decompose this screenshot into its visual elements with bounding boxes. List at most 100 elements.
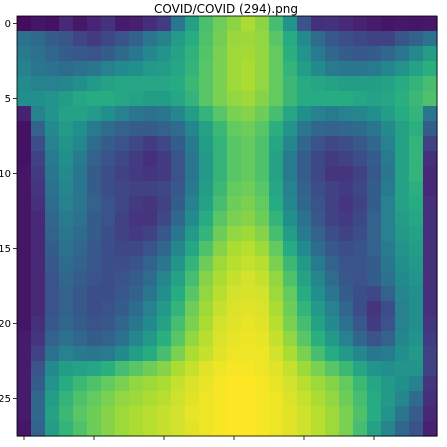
heatmap-cell [297, 196, 312, 212]
heatmap-cell [171, 361, 186, 377]
heatmap-cell [17, 76, 32, 92]
heatmap-cell [213, 421, 228, 437]
heatmap-cell [101, 361, 116, 377]
heatmap-cell [101, 166, 116, 182]
heatmap-cell [143, 361, 158, 377]
heatmap-cell [255, 166, 270, 182]
heatmap-cell [199, 271, 214, 287]
heatmap-cell [283, 361, 298, 377]
heatmap-cell [241, 46, 256, 62]
heatmap-cell [59, 166, 74, 182]
heatmap-cell [325, 331, 340, 347]
heatmap-cell [73, 241, 88, 257]
heatmap-cell [297, 361, 312, 377]
heatmap-cell [31, 121, 46, 137]
heatmap-cell [283, 421, 298, 437]
heatmap-cell [325, 91, 340, 107]
heatmap-cell [311, 346, 326, 362]
heatmap-cell [143, 211, 158, 227]
heatmap-cell [87, 46, 102, 62]
heatmap-cell [185, 166, 200, 182]
heatmap-cell [73, 151, 88, 167]
heatmap-cell [157, 31, 172, 47]
heatmap-cell [115, 76, 130, 92]
heatmap-cell [381, 181, 396, 197]
heatmap-cell [255, 16, 270, 32]
heatmap-cell [157, 61, 172, 77]
heatmap-cell [325, 241, 340, 257]
heatmap-cell [17, 421, 32, 437]
heatmap-cell [269, 406, 284, 422]
heatmap-cell [31, 136, 46, 152]
heatmap-cell [367, 46, 382, 62]
heatmap-cell [157, 46, 172, 62]
heatmap-cell [269, 286, 284, 302]
heatmap-cell [381, 241, 396, 257]
heatmap-cell [269, 241, 284, 257]
heatmap-cell [409, 421, 424, 437]
heatmap-cell [45, 181, 60, 197]
heatmap-cell [255, 106, 270, 122]
heatmap-cell [73, 316, 88, 332]
heatmap-cell [59, 376, 74, 392]
heatmap-cell [129, 76, 144, 92]
heatmap-cell [283, 121, 298, 137]
heatmap-cell [115, 16, 130, 32]
heatmap-cell [129, 91, 144, 107]
heatmap-cell [59, 286, 74, 302]
heatmap-cell [73, 406, 88, 422]
heatmap-cell [101, 76, 116, 92]
heatmap-cell [87, 16, 102, 32]
heatmap-cell [297, 61, 312, 77]
heatmap-cell [101, 376, 116, 392]
heatmap-cell [283, 31, 298, 47]
heatmap-cell [115, 346, 130, 362]
heatmap-cell [311, 181, 326, 197]
heatmap-cell [367, 106, 382, 122]
heatmap-cell [409, 61, 424, 77]
heatmap-cell [311, 211, 326, 227]
heatmap-cell [381, 166, 396, 182]
heatmap-cell [45, 91, 60, 107]
heatmap-cell [199, 61, 214, 77]
heatmap-cell [283, 46, 298, 62]
heatmap-cell [423, 421, 438, 437]
heatmap-cell [381, 391, 396, 407]
heatmap-cell [325, 121, 340, 137]
heatmap-cell [115, 406, 130, 422]
heatmap-cell [395, 331, 410, 347]
heatmap-cell [213, 226, 228, 242]
heatmap-cell [255, 421, 270, 437]
heatmap-cell [367, 421, 382, 437]
y-tick-label: 15 [0, 244, 11, 255]
heatmap-cell [45, 316, 60, 332]
heatmap-cell [115, 271, 130, 287]
heatmap-cell [45, 241, 60, 257]
heatmap-cell [283, 316, 298, 332]
heatmap-cell [255, 196, 270, 212]
heatmap-cell [297, 226, 312, 242]
heatmap-cell [185, 421, 200, 437]
heatmap-cell [409, 226, 424, 242]
heatmap-cell [59, 136, 74, 152]
heatmap-cell [325, 391, 340, 407]
heatmap-cell [353, 346, 368, 362]
heatmap-cell [157, 361, 172, 377]
heatmap-cell [45, 361, 60, 377]
heatmap-cell [367, 316, 382, 332]
heatmap-cell [101, 256, 116, 272]
heatmap-cell [339, 271, 354, 287]
heatmap-cell [171, 331, 186, 347]
heatmap-cell [45, 301, 60, 317]
heatmap-cell [297, 241, 312, 257]
heatmap-cell [241, 226, 256, 242]
heatmap-cell [409, 211, 424, 227]
heatmap-cell [423, 166, 438, 182]
heatmap-cell [87, 406, 102, 422]
heatmap-cell [129, 391, 144, 407]
heatmap-cell [423, 61, 438, 77]
heatmap-cell [31, 331, 46, 347]
heatmap-cell [353, 286, 368, 302]
heatmap-cell [367, 226, 382, 242]
heatmap-cell [185, 361, 200, 377]
